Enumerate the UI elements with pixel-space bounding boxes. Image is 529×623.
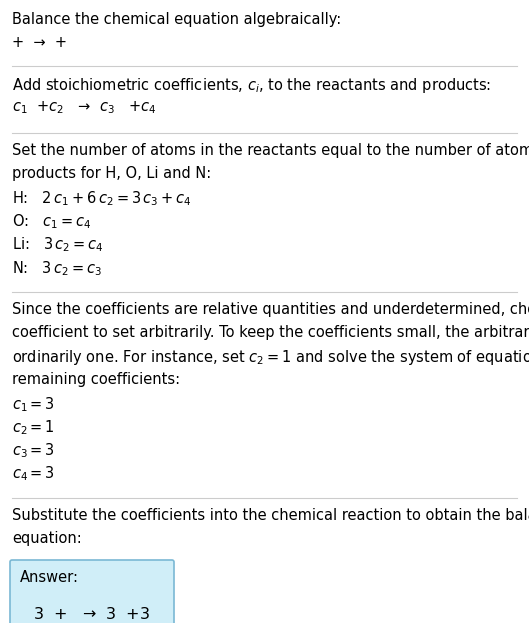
Text: Set the number of atoms in the reactants equal to the number of atoms in the: Set the number of atoms in the reactants…: [12, 143, 529, 158]
Text: $c_2=1$: $c_2=1$: [12, 418, 55, 437]
Text: $c_4=3$: $c_4=3$: [12, 464, 55, 483]
Text: ordinarily one. For instance, set $c_2=1$ and solve the system of equations for : ordinarily one. For instance, set $c_2=1…: [12, 348, 529, 368]
Text: H:   $2\,c_1+6\,c_2=3\,c_3+c_4$: H: $2\,c_1+6\,c_2=3\,c_3+c_4$: [12, 189, 191, 208]
Text: products for H, O, Li and N:: products for H, O, Li and N:: [12, 166, 211, 181]
Text: Add stoichiometric coefficients, $c_i$, to the reactants and products:: Add stoichiometric coefficients, $c_i$, …: [12, 77, 491, 95]
Text: coefficient to set arbitrarily. To keep the coefficients small, the arbitrary va: coefficient to set arbitrarily. To keep …: [12, 325, 529, 340]
Text: remaining coefficients:: remaining coefficients:: [12, 371, 180, 387]
Text: Li:   $3\,c_2=c_4$: Li: $3\,c_2=c_4$: [12, 235, 104, 254]
Text: N:   $3\,c_2=c_3$: N: $3\,c_2=c_3$: [12, 259, 102, 277]
Text: Balance the chemical equation algebraically:: Balance the chemical equation algebraica…: [12, 12, 341, 27]
Text: O:   $c_1=c_4$: O: $c_1=c_4$: [12, 212, 92, 231]
Text: $3$  +   →  $3$  +$3$: $3$ + → $3$ +$3$: [33, 606, 151, 622]
Text: $c_3=3$: $c_3=3$: [12, 441, 55, 460]
Text: Answer:: Answer:: [20, 570, 79, 585]
Text: equation:: equation:: [12, 531, 82, 546]
Text: $c_1$  +$c_2$   →  $c_3$   +$c_4$: $c_1$ +$c_2$ → $c_3$ +$c_4$: [12, 100, 156, 117]
Text: $c_1=3$: $c_1=3$: [12, 395, 55, 414]
Text: Substitute the coefficients into the chemical reaction to obtain the balanced: Substitute the coefficients into the che…: [12, 508, 529, 523]
Text: Since the coefficients are relative quantities and underdetermined, choose a: Since the coefficients are relative quan…: [12, 302, 529, 317]
Text: +  →  +: + → +: [12, 36, 67, 50]
FancyBboxPatch shape: [10, 560, 174, 623]
